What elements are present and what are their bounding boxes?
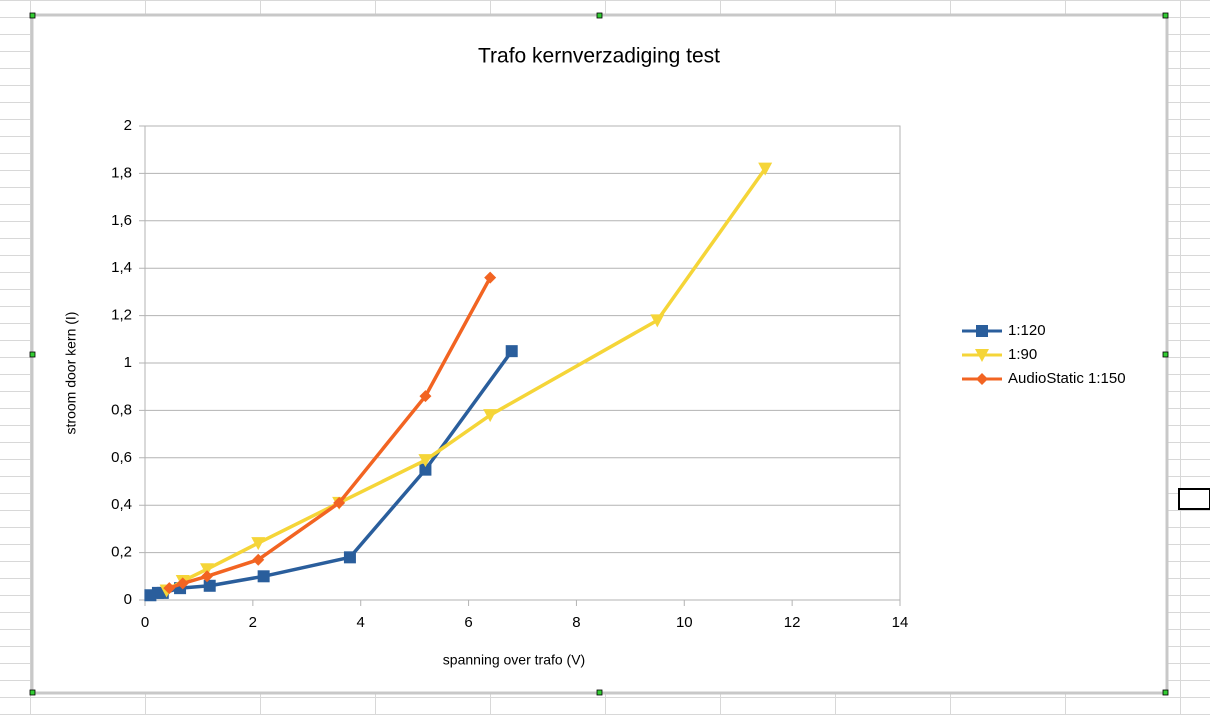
- marker: [252, 553, 265, 566]
- x-tick-label: 12: [784, 614, 801, 631]
- marker: [483, 409, 498, 423]
- x-tick-label: 4: [357, 614, 365, 631]
- y-tick-label: 1,4: [111, 259, 132, 276]
- marker: [203, 579, 216, 592]
- y-tick-label: 0,2: [111, 544, 132, 561]
- marker: [418, 454, 433, 468]
- marker: [419, 463, 432, 476]
- legend-marker: [975, 349, 989, 362]
- y-tick-label: 0,6: [111, 449, 132, 466]
- marker: [484, 271, 497, 284]
- handles: [29, 12, 1169, 696]
- chart-title: Trafo kernverzadiging test: [478, 45, 720, 68]
- legend-label: AudioStatic 1:150: [1008, 370, 1126, 387]
- x-axis-title: spanning over trafo (V): [443, 652, 585, 668]
- y-tick-label: 1: [124, 354, 132, 371]
- marker: [758, 162, 773, 176]
- marker: [176, 577, 189, 590]
- cell-cursor: [1178, 488, 1210, 510]
- marker: [650, 314, 665, 328]
- y-tick-label: 0,8: [111, 401, 132, 418]
- x-tick-label: 10: [676, 614, 693, 631]
- marker: [343, 551, 356, 564]
- legend-label: 1:120: [1008, 322, 1046, 339]
- y-axis-title: stroom door kern (I): [63, 312, 79, 435]
- y-tick-label: 1,8: [111, 164, 132, 181]
- legend-marker: [976, 373, 988, 385]
- y-tick-label: 2: [124, 117, 132, 134]
- marker: [419, 390, 432, 403]
- y-tick-label: 0: [124, 591, 132, 608]
- x-tick-label: 8: [572, 614, 580, 631]
- x-tick-label: 0: [141, 614, 149, 631]
- legend-label: 1:90: [1008, 346, 1037, 363]
- marker: [257, 570, 270, 583]
- x-tick-label: 14: [892, 614, 909, 631]
- marker: [505, 345, 518, 358]
- y-tick-label: 1,6: [111, 212, 132, 229]
- x-tick-label: 2: [249, 614, 257, 631]
- marker: [200, 563, 215, 577]
- marker: [201, 570, 214, 583]
- legend-marker: [976, 325, 988, 337]
- x-tick-label: 6: [464, 614, 472, 631]
- marker: [251, 537, 266, 551]
- marker: [333, 496, 346, 509]
- y-tick-label: 1,2: [111, 307, 132, 324]
- marker: [163, 582, 176, 595]
- y-tick-label: 0,4: [111, 496, 132, 513]
